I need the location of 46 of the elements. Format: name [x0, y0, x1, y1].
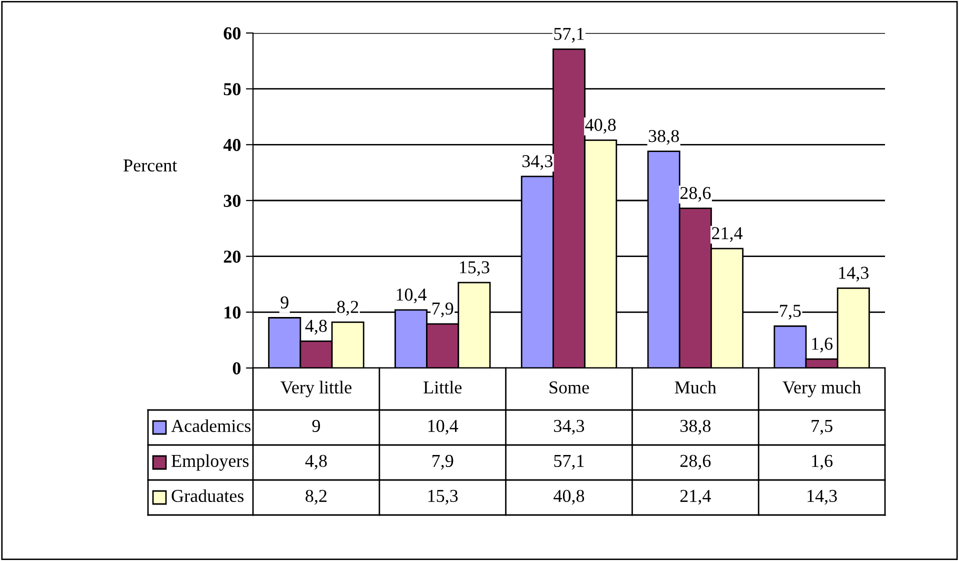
text: 9: [280, 296, 288, 309]
data-label: 34,3: [554, 420, 584, 435]
legend-label: Graduates: [172, 489, 244, 502]
x-tick-label: Very much: [782, 380, 861, 398]
data-label: 15,3: [428, 490, 458, 505]
data-label: 40,8: [554, 490, 584, 505]
x-tick-label: Very little: [280, 380, 352, 398]
data-label: 9: [312, 420, 320, 432]
data-label: 7,9: [432, 454, 454, 470]
legend-label: Academics: [171, 419, 251, 432]
data-label: 1,6: [812, 454, 833, 470]
text: 21,4: [712, 227, 743, 242]
text: 7,9: [432, 302, 454, 318]
data-label: 57,1: [554, 454, 584, 470]
y-axis-title: Percent: [124, 160, 178, 172]
data-label: 7,5: [812, 420, 832, 435]
text: 1,6: [812, 338, 833, 352]
text: 57,1: [554, 28, 584, 43]
y-tick-label: 30: [224, 194, 241, 207]
text: 28,6: [680, 186, 711, 202]
data-label: 21,4: [680, 490, 711, 505]
y-tick-label: 40: [223, 138, 241, 152]
x-tick-label: Little: [424, 380, 462, 394]
text: 15,3: [460, 261, 490, 276]
y-tick-label: 20: [224, 250, 241, 263]
text: 14,3: [839, 266, 868, 282]
data-label: 38,8: [680, 420, 711, 435]
y-tick-label: 10: [224, 306, 241, 319]
data-label: 28,6: [680, 454, 711, 470]
data-label: 4,8: [305, 454, 327, 470]
legend-label: Employers: [172, 454, 249, 471]
x-tick-label: Much: [674, 380, 716, 394]
text: 40,8: [585, 118, 616, 134]
data-label: 14,3: [808, 490, 837, 505]
y-tick-label: 60: [224, 27, 241, 40]
x-tick-label: Some: [550, 381, 589, 394]
text: 4,8: [305, 320, 327, 335]
text: 10,4: [396, 288, 427, 304]
text: 8,2: [337, 300, 358, 316]
data-label: 8,2: [306, 490, 326, 505]
text: 34,3: [522, 155, 552, 170]
text: 7,5: [780, 304, 801, 320]
y-tick-label: 0: [232, 362, 241, 374]
y-tick-label: 50: [224, 83, 241, 96]
data-label: 10,4: [428, 420, 458, 435]
text: 38,8: [648, 130, 679, 145]
